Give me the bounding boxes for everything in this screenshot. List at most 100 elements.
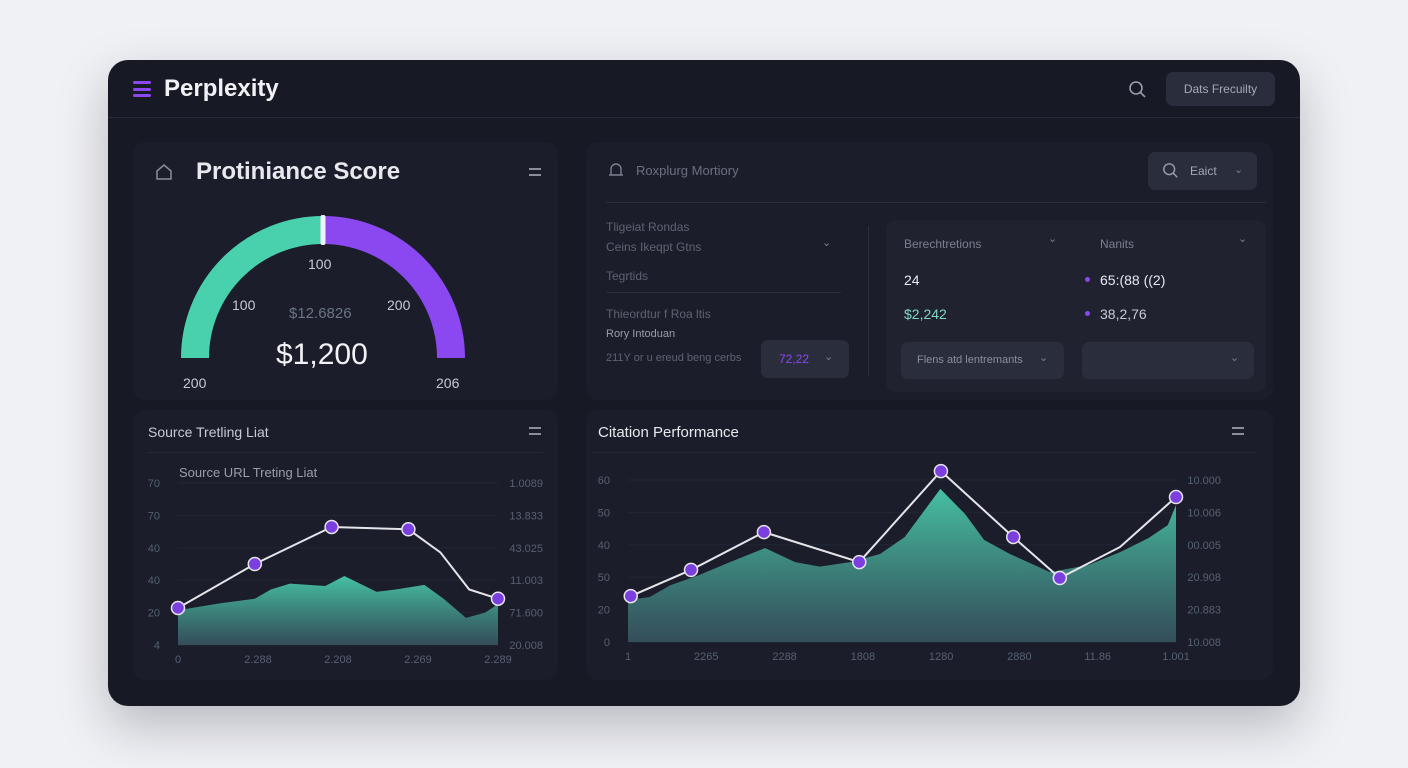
select-value: 72,22 — [779, 352, 810, 366]
area-series — [178, 576, 498, 645]
chart-title: Source URL Treting Liat — [179, 465, 318, 480]
metrics-col-1[interactable]: Berechtretions — [904, 237, 982, 251]
area-series — [628, 488, 1176, 642]
y-tick-label: 50 — [598, 572, 610, 584]
x-tick-label: 1280 — [929, 651, 953, 663]
chevron-down-icon[interactable]: ⌄ — [822, 237, 832, 249]
x-tick-label: 2.289 — [484, 654, 512, 666]
data-point[interactable] — [324, 519, 339, 535]
y2-tick-label: 20.008 — [509, 640, 543, 652]
header: Perplexity Dats Frecuilty — [108, 60, 1300, 118]
y2-tick-label: 20.908 — [1187, 572, 1221, 584]
metric-value-3: 65:(88 ((2) — [1100, 272, 1166, 288]
data-point[interactable] — [1052, 570, 1068, 586]
gauge-arc-remaining — [322, 216, 465, 359]
gauge-needle — [320, 215, 326, 245]
y-tick-label: 60 — [598, 475, 610, 487]
gauge-arc-filled — [181, 216, 324, 359]
chevron-down-icon: ⌄ — [1234, 164, 1244, 176]
data-point[interactable] — [401, 522, 416, 537]
bell-icon — [609, 163, 623, 176]
gauge-max-label: 206 — [436, 375, 460, 391]
metrics-card: Berechtretions ⌄ Nanits ⌄ 24 $2,242 65:(… — [886, 220, 1266, 392]
chevron-down-icon[interactable]: ⌄ — [1238, 233, 1248, 245]
y-tick-label: 40 — [148, 575, 160, 587]
gauge-top-label: 100 — [308, 256, 332, 272]
metrics-select-2[interactable]: ⌄ — [1082, 342, 1254, 379]
monitor-panel: Roxplurg Mortiory Eaict ⌄ Tligeiat Ronda… — [586, 142, 1273, 400]
y-tick-label: 20 — [148, 608, 160, 620]
x-tick-label: 2288 — [772, 651, 796, 663]
filter-value: Eaict — [1190, 164, 1217, 178]
data-point[interactable] — [1168, 489, 1184, 505]
x-tick-label: 0 — [175, 654, 181, 666]
x-tick-label: 2.288 — [244, 654, 272, 666]
data-point[interactable] — [623, 588, 638, 604]
source-panel-title: Source Tretling Liat — [148, 424, 269, 440]
data-point[interactable] — [933, 463, 949, 479]
value-select[interactable]: 72,22 ⌄ — [761, 340, 849, 378]
search-icon[interactable] — [1128, 80, 1148, 100]
x-tick-label: 11.86 — [1084, 651, 1111, 663]
x-tick-label: 2880 — [1007, 651, 1031, 663]
citation-panel-title: Citation Performance — [598, 424, 739, 441]
y-tick-label: 40 — [598, 540, 610, 552]
data-point[interactable] — [852, 554, 867, 570]
x-tick-label: 2.208 — [324, 654, 352, 666]
divider — [868, 226, 869, 376]
data-point[interactable] — [490, 591, 506, 606]
data-point[interactable] — [247, 556, 263, 572]
header-button[interactable]: Dats Frecuilty — [1166, 72, 1275, 106]
bullet-icon — [1085, 311, 1090, 316]
left-label-3: Tegrtids — [606, 269, 649, 283]
bullet-icon — [1085, 277, 1090, 282]
menu-icon[interactable] — [133, 81, 151, 97]
filter-dropdown[interactable]: Eaict ⌄ — [1148, 152, 1257, 190]
left-label-1: Tligeiat Rondas — [606, 220, 690, 234]
source-chart-panel: Source Tretling Liat Source URL Treting … — [133, 410, 558, 680]
gauge-title: Protiniance Score — [196, 158, 401, 185]
gauge-sub-value: $12.6826 — [289, 305, 352, 322]
y2-tick-label: 10.000 — [1187, 475, 1221, 487]
y-tick-label: 70 — [148, 510, 160, 522]
y-tick-label: 20 — [598, 605, 610, 617]
gauge-chart — [181, 215, 465, 359]
select-label: Flens atd lentremants — [917, 354, 1023, 366]
y-tick-label: 0 — [604, 637, 610, 649]
x-tick-label: 1808 — [851, 651, 875, 663]
metric-value-2: $2,242 — [904, 306, 947, 322]
data-point[interactable] — [170, 600, 186, 616]
left-label-2[interactable]: Ceins Ikeqpt Gtns — [606, 240, 702, 254]
y2-tick-label: 43.025 — [509, 543, 543, 555]
chevron-down-icon: ⌄ — [1230, 352, 1240, 364]
data-point[interactable] — [756, 524, 772, 540]
metric-value-1: 24 — [904, 272, 920, 288]
divider — [606, 292, 841, 293]
chevron-down-icon[interactable]: ⌄ — [1048, 233, 1058, 245]
gauge-left-label: 100 — [232, 297, 256, 313]
app-window: Perplexity Dats Frecuilty Protiniance Sc… — [108, 60, 1300, 706]
divider — [592, 452, 1256, 453]
x-tick-label: 2.269 — [404, 654, 432, 666]
y2-tick-label: 00.005 — [1187, 540, 1221, 552]
brand-title: Perplexity — [164, 75, 279, 102]
left-label-6: 211Y or u ereud beng cerbs — [606, 352, 742, 364]
left-label-5: Rory Intoduan — [606, 328, 676, 340]
citation-chart-panel: Citation Performance 60 10.000 50 10.006 40 0… — [586, 410, 1273, 680]
y2-tick-label: 13.833 — [509, 510, 543, 522]
home-icon — [156, 164, 172, 180]
metrics-col-2[interactable]: Nanits — [1100, 237, 1135, 251]
chart-svg: 60 10.000 50 10.006 40 00.005 50 20.908 20 20.883… — [598, 463, 1221, 663]
gauge-right-label: 200 — [387, 297, 411, 313]
metrics-select-1[interactable]: Flens atd lentremants ⌄ — [901, 342, 1064, 379]
y2-tick-label: 10.008 — [1187, 637, 1221, 649]
data-point[interactable] — [1005, 529, 1021, 545]
gauge-value: $1,200 — [276, 338, 368, 371]
left-label-4: Thieordtur f Roa ltis — [606, 307, 711, 321]
panel-menu-icon[interactable] — [529, 168, 541, 176]
panel-menu-icon[interactable] — [529, 427, 541, 435]
x-tick-label: 2265 — [694, 651, 718, 663]
panel-menu-icon[interactable] — [1232, 427, 1244, 435]
data-point[interactable] — [683, 562, 699, 578]
